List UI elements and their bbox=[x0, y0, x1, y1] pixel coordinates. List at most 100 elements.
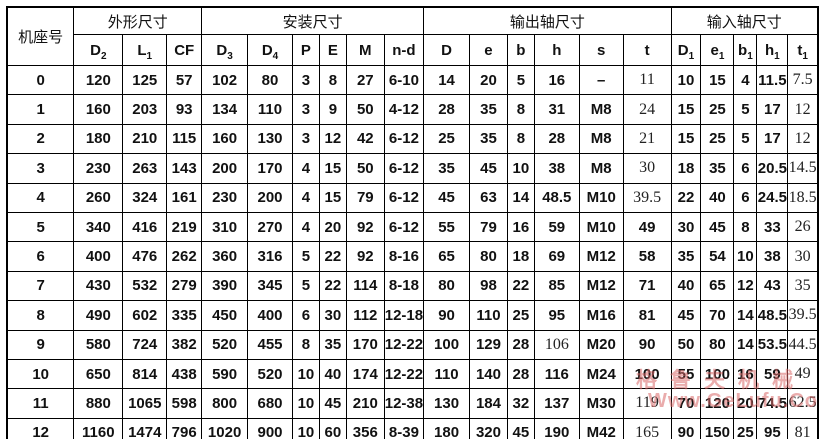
column-group-header: 外形尺寸 bbox=[73, 6, 203, 35]
table-cell: 134 bbox=[201, 94, 249, 125]
table-cell: 137 bbox=[533, 388, 580, 419]
table-cell: 8 bbox=[506, 123, 535, 155]
column-header: D4 bbox=[247, 34, 293, 66]
table-cell: 12 bbox=[733, 270, 758, 302]
column-header: L1 bbox=[122, 34, 168, 66]
table-cell: 430 bbox=[73, 270, 124, 302]
table-cell: 8-18 bbox=[383, 270, 425, 302]
table-cell: 81 bbox=[622, 300, 672, 331]
table-cell: 724 bbox=[122, 329, 168, 360]
table-cell: 800 bbox=[201, 388, 249, 419]
table-row: 2 180 210 115 160 130 3 12 42 6-12 25 35 8 28 M8 21 15 25… bbox=[6, 123, 819, 155]
column-header: e1 bbox=[700, 34, 735, 66]
table-cell: 80 bbox=[247, 64, 293, 96]
table-cell: 17 bbox=[756, 123, 789, 155]
table-cell: 8 bbox=[318, 64, 347, 96]
table-cell: 25 bbox=[700, 123, 735, 155]
column-header: P bbox=[291, 34, 320, 66]
column-header: D2 bbox=[73, 34, 124, 66]
table-cell: 180 bbox=[423, 417, 470, 439]
column-header: D3 bbox=[201, 34, 249, 66]
table-cell: 340 bbox=[73, 211, 124, 243]
table-cell: 263 bbox=[122, 153, 168, 184]
table-cell: 7.5 bbox=[787, 64, 819, 96]
table-cell: 80 bbox=[423, 270, 470, 302]
table-cell: 31 bbox=[533, 94, 580, 125]
column-header: e bbox=[469, 34, 508, 66]
table-cell: 4 bbox=[291, 211, 320, 243]
table-cell: 92 bbox=[345, 241, 385, 272]
table-cell: 38 bbox=[533, 153, 580, 184]
table-cell: 100 bbox=[423, 329, 470, 360]
table-cell: 40 bbox=[670, 270, 702, 302]
table-cell: 25 bbox=[700, 94, 735, 125]
table-cell: 324 bbox=[122, 182, 168, 213]
table-cell: 680 bbox=[247, 388, 293, 419]
table-cell: 160 bbox=[201, 123, 249, 155]
table-cell: 580 bbox=[73, 329, 124, 360]
table-cell: 210 bbox=[345, 388, 385, 419]
table-cell: 25 bbox=[733, 417, 758, 439]
table-cell: 1020 bbox=[201, 417, 249, 439]
table-cell: 8-39 bbox=[383, 417, 425, 439]
table-cell: 24 bbox=[622, 94, 672, 125]
table-cell: 35 bbox=[670, 241, 702, 272]
table-cell: 39.5 bbox=[787, 300, 819, 331]
table-cell: 93 bbox=[166, 94, 203, 125]
table-cell: 10 bbox=[506, 153, 535, 184]
table-cell: 16 bbox=[533, 64, 580, 96]
table-cell: 12 bbox=[318, 123, 347, 155]
table-cell: 110 bbox=[247, 94, 293, 125]
column-header: b bbox=[506, 34, 535, 66]
column-header: D1 bbox=[670, 34, 702, 66]
table-cell: 48.5 bbox=[533, 182, 580, 213]
table-cell: 129 bbox=[469, 329, 508, 360]
table-cell: 119 bbox=[622, 388, 672, 419]
table-cell: 6 bbox=[733, 182, 758, 213]
group-header-row: 机座号 外形尺寸 安装尺寸 输出轴尺寸 输入轴尺寸 bbox=[6, 6, 819, 66]
table-cell: 1160 bbox=[73, 417, 124, 439]
table-cell: M8 bbox=[578, 94, 624, 125]
table-cell: 174 bbox=[345, 358, 385, 390]
column-group-header: 输出轴尺寸 bbox=[423, 6, 672, 35]
table-cell: 69 bbox=[533, 241, 580, 272]
table-cell: 35 bbox=[469, 123, 508, 155]
row-header: 3 bbox=[6, 153, 75, 184]
table-cell: 24.5 bbox=[756, 182, 789, 213]
row-header: 5 bbox=[6, 211, 75, 243]
table-cell: 10 bbox=[670, 64, 702, 96]
table-cell: 14.5 bbox=[787, 153, 819, 184]
table-cell: 200 bbox=[201, 153, 249, 184]
table-cell: 35 bbox=[469, 94, 508, 125]
table-row: 11 880 1065 598 800 680 10 45 210 12-38 130 184 32 13… bbox=[6, 388, 819, 419]
table-cell: 54 bbox=[700, 241, 735, 272]
table-cell: 55 bbox=[670, 358, 702, 390]
column-header: t bbox=[622, 34, 672, 66]
table-cell: 15 bbox=[700, 64, 735, 96]
row-header: 6 bbox=[6, 241, 75, 272]
table-cell: 602 bbox=[122, 300, 168, 331]
table-cell: 50 bbox=[345, 94, 385, 125]
column-header: h bbox=[533, 34, 580, 66]
table-cell: 25 bbox=[506, 300, 535, 331]
table-cell: 10 bbox=[733, 241, 758, 272]
table-cell: 3 bbox=[291, 123, 320, 155]
table-cell: 15 bbox=[670, 123, 702, 155]
table-cell: 200 bbox=[247, 182, 293, 213]
table-cell: 5 bbox=[733, 94, 758, 125]
table-row: 3 230 263 143 200 170 4 15 50 6-12 35 45 10 38 M8 30 18 3… bbox=[6, 153, 819, 184]
table-cell: 14 bbox=[423, 64, 470, 96]
table-cell: 44.5 bbox=[787, 329, 819, 360]
table-cell: 45 bbox=[318, 388, 347, 419]
table-cell: 5 bbox=[291, 270, 320, 302]
table-cell: 50 bbox=[345, 153, 385, 184]
table-cell: 3 bbox=[291, 64, 320, 96]
table-cell: 400 bbox=[73, 241, 124, 272]
table-cell: 3 bbox=[291, 94, 320, 125]
table-cell: 10 bbox=[291, 388, 320, 419]
table-cell: 22 bbox=[670, 182, 702, 213]
table-cell: 650 bbox=[73, 358, 124, 390]
table-cell: – bbox=[578, 64, 624, 96]
